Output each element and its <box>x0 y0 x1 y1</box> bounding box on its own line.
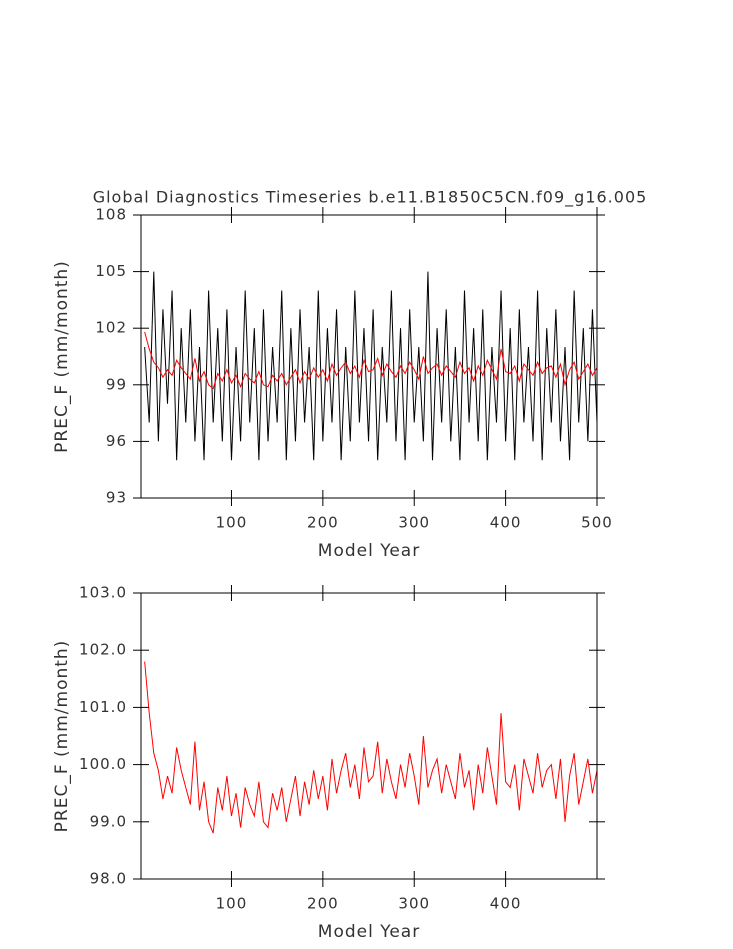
y-tick-label: 96 <box>106 432 127 450</box>
y-tick-label: 105 <box>95 262 127 280</box>
x-tick-label: 100 <box>216 514 248 532</box>
y-tick-label: 99.0 <box>90 812 127 830</box>
y-axis-label: PREC_F (mm/month) <box>52 260 72 453</box>
data-line <box>144 661 598 834</box>
y-tick-label: 100.0 <box>79 755 127 773</box>
y-tick-label: 108 <box>95 206 127 224</box>
chart-title: Global Diagnostics Timeseries b.e11.B185… <box>93 188 648 208</box>
x-tick-label: 100 <box>216 895 248 913</box>
x-tick-label: 300 <box>398 514 430 532</box>
plot-frame <box>140 214 598 499</box>
x-tick-label: 200 <box>307 895 339 913</box>
x-axis-label: Model Year <box>318 541 420 561</box>
y-tick-label: 102.0 <box>79 641 127 659</box>
y-tick-label: 103.0 <box>79 584 127 602</box>
x-tick-label: 300 <box>398 895 430 913</box>
data-line <box>144 331 598 390</box>
y-tick-label: 102 <box>95 319 127 337</box>
data-line <box>144 271 598 461</box>
x-axis-label: Model Year <box>318 922 420 942</box>
x-tick-label: 400 <box>490 895 522 913</box>
y-tick-label: 98.0 <box>90 870 127 888</box>
plot-frame <box>140 592 598 880</box>
y-tick-label: 99 <box>106 375 127 393</box>
y-axis-label: PREC_F (mm/month) <box>52 640 72 833</box>
x-tick-label: 500 <box>581 514 613 532</box>
y-tick-label: 101.0 <box>79 698 127 716</box>
x-tick-label: 200 <box>307 514 339 532</box>
y-tick-label: 93 <box>106 489 127 507</box>
x-tick-label: 400 <box>490 514 522 532</box>
